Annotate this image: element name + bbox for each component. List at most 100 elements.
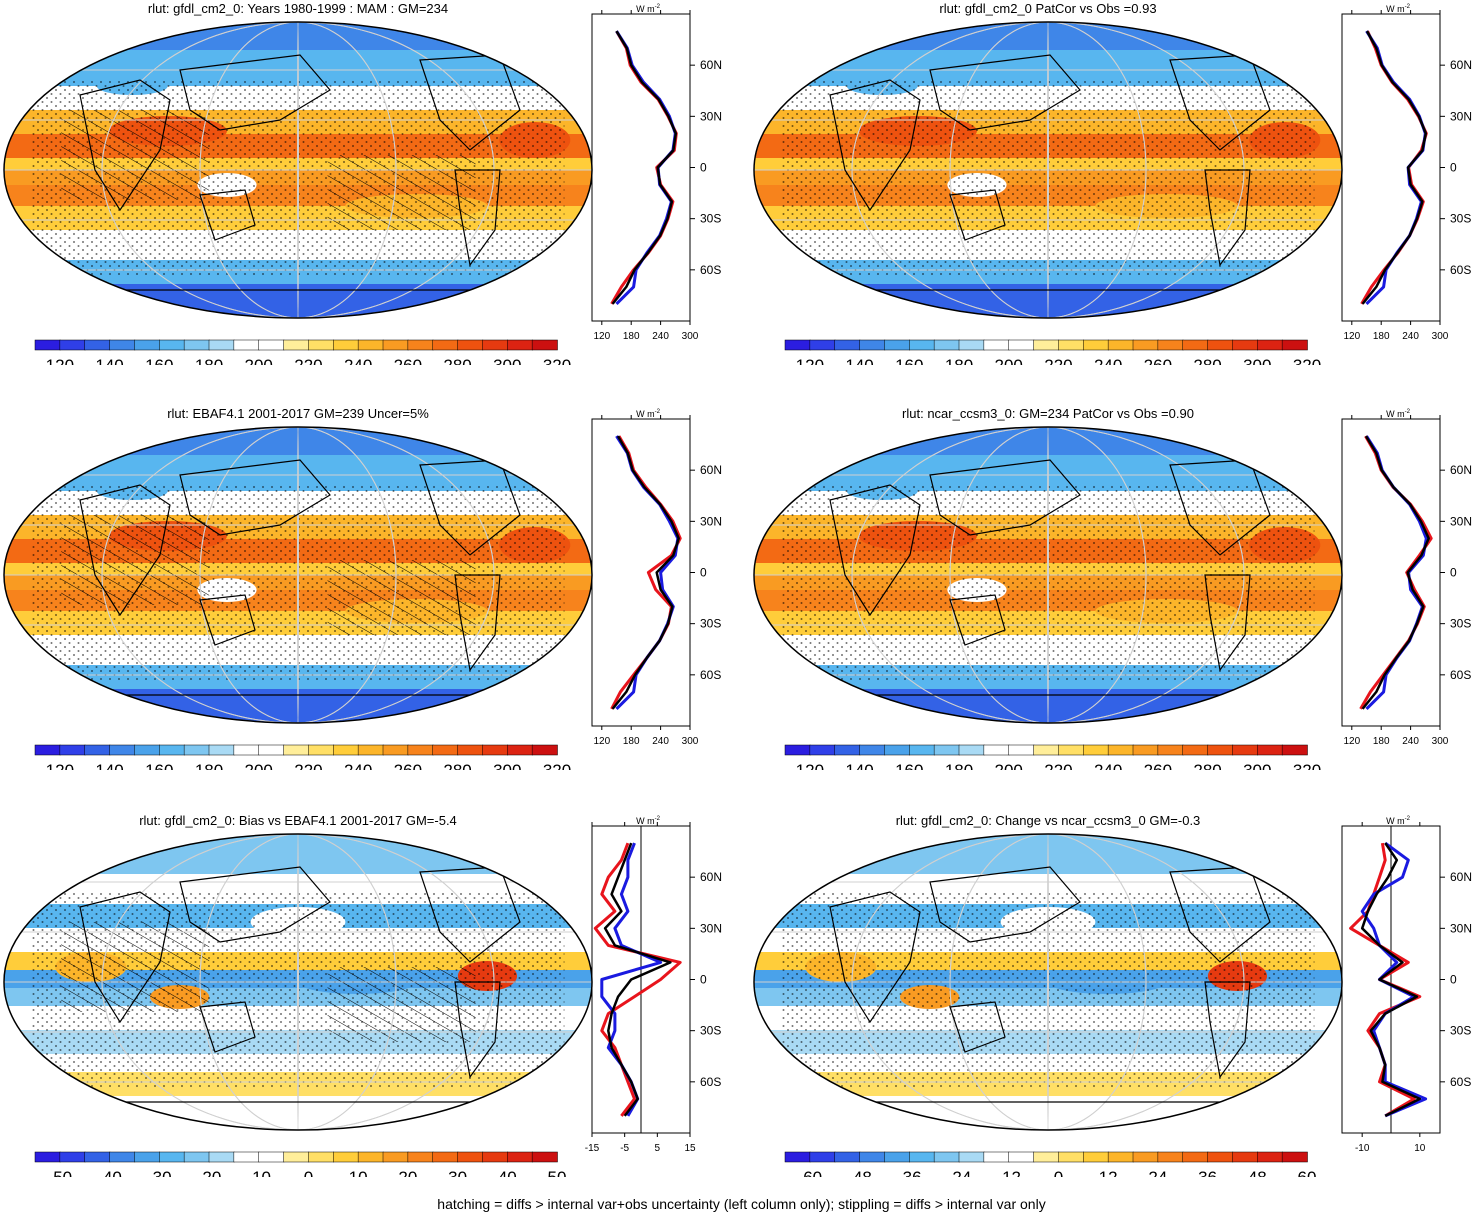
colorbar-swatch xyxy=(283,339,310,351)
colorbar-swatch xyxy=(333,339,359,351)
colorbar-swatch xyxy=(784,1151,811,1163)
colorbar-label: 320 xyxy=(1293,356,1321,365)
colorbar-swatch xyxy=(208,1151,235,1163)
colorbar-label: 120 xyxy=(796,356,824,365)
colorbar-label: 220 xyxy=(1044,356,1072,365)
colorbar-swatch xyxy=(1182,339,1209,351)
colorbar-label: -10 xyxy=(246,1168,271,1177)
coastline xyxy=(199,1001,256,1053)
hatching xyxy=(327,967,476,1042)
colorbar-label: 280 xyxy=(443,761,471,770)
colorbar-swatch xyxy=(1107,1151,1134,1163)
colorbar-swatch xyxy=(109,744,136,756)
colorbar-swatch xyxy=(909,744,935,756)
colorbar-swatch xyxy=(34,1151,61,1163)
map-field xyxy=(4,22,592,318)
colorbar-swatch xyxy=(208,744,235,756)
hatching xyxy=(327,560,476,635)
colorbar-label: 30 xyxy=(448,1168,467,1177)
colorbar-swatch xyxy=(1107,339,1134,351)
colorbar-swatch xyxy=(1182,1151,1209,1163)
colorbar-label: 320 xyxy=(1293,761,1321,770)
mean-line xyxy=(1361,30,1428,305)
colorbar-swatch xyxy=(958,1151,985,1163)
colorbar-label: 24 xyxy=(1148,1168,1167,1177)
colorbar-swatch xyxy=(983,1151,1010,1163)
zonal-profile: 60N 30N 0 30S 60S 120 180 240 300 W m-2 xyxy=(1341,4,1472,342)
panel-5: rlut: gfdl_cm2_0: Bias vs EBAF4.1 2001-2… xyxy=(0,812,740,1212)
colorbar-swatch xyxy=(884,744,911,756)
colorbar-swatch xyxy=(1083,744,1109,756)
colorbar-swatch xyxy=(933,339,960,351)
colorbar-swatch xyxy=(283,1151,310,1163)
colorbar-swatch xyxy=(1257,339,1283,351)
colorbar-swatch xyxy=(884,339,911,351)
colorbar-swatch xyxy=(258,1151,285,1163)
colorbar-label: 240 xyxy=(344,761,372,770)
colorbar-label: 260 xyxy=(394,356,422,365)
x-tick-label: 240 xyxy=(1402,331,1419,342)
colorbar-swatch xyxy=(784,744,811,756)
x-tick-label: 300 xyxy=(682,331,699,342)
coastline xyxy=(179,459,331,536)
x-tick-label: 300 xyxy=(1432,736,1449,747)
panel-svg: 120 140 160 180 200 220 240 260 280 300 320 60N 30N 0… xyxy=(3,4,722,365)
colorbar-label: -24 xyxy=(947,1168,972,1177)
colorbar-label: 160 xyxy=(145,761,173,770)
unit-label: W m-2 xyxy=(636,816,660,826)
colorbar-swatch xyxy=(859,339,886,351)
colorbar-swatch xyxy=(1182,744,1209,756)
lat-tick-label: 30N xyxy=(1450,921,1472,935)
colorbar-swatch xyxy=(834,744,861,756)
lat-tick-label: 30S xyxy=(700,617,721,631)
colorbar-swatch xyxy=(909,339,935,351)
panel-4: rlut: ncar_ccsm3_0: GM=234 PatCor vs Obs… xyxy=(750,405,1483,805)
colorbar-label: -48 xyxy=(847,1168,872,1177)
colorbar-swatch xyxy=(109,339,136,351)
colorbar-swatch xyxy=(983,744,1010,756)
colorbar-label: 120 xyxy=(796,761,824,770)
lat-tick-label: 30N xyxy=(1450,109,1472,123)
lat-tick-label: 60S xyxy=(1450,668,1471,682)
panel-3: rlut: EBAF4.1 2001-2017 GM=239 Uncer=5% 1… xyxy=(0,405,740,805)
colorbar-label: 300 xyxy=(1243,356,1271,365)
colorbar-swatch xyxy=(84,1151,111,1163)
colorbar-label: 40 xyxy=(498,1168,517,1177)
panel-svg: -60 -48 -36 -24 -12 0 12 24 36 48 60 60N 30N 0 30S 60S -… xyxy=(753,816,1472,1177)
lat-tick-label: 30S xyxy=(700,1024,721,1038)
colorbar-label: -36 xyxy=(897,1168,922,1177)
x-tick-label: -15 xyxy=(585,1143,600,1154)
lat-tick-label: 30S xyxy=(1450,1024,1471,1038)
graticule-lon xyxy=(199,427,397,723)
coastline xyxy=(179,866,331,943)
panel-2: rlut: gfdl_cm2_0 PatCor vs Obs =0.931201… xyxy=(750,0,1483,400)
colorbar-label: 280 xyxy=(1193,761,1221,770)
colorbar-label: 36 xyxy=(1198,1168,1217,1177)
x-tick-label: -5 xyxy=(620,1143,629,1154)
colorbar-swatch xyxy=(357,339,384,351)
colorbar-label: 180 xyxy=(195,761,223,770)
model-line xyxy=(610,435,682,710)
colorbar-label: 48 xyxy=(1248,1168,1267,1177)
colorbar-swatch xyxy=(407,1151,434,1163)
graticule-lon xyxy=(1047,22,1049,318)
lat-tick-label: 60S xyxy=(700,668,721,682)
colorbar-swatch xyxy=(432,1151,459,1163)
colorbar-label: 320 xyxy=(543,761,571,770)
map-title: rlut: gfdl_cm2_0: Years 1980-1999 : MAM … xyxy=(147,1,449,16)
colorbar-swatch xyxy=(1107,744,1134,756)
colorbar-swatch xyxy=(507,744,533,756)
colorbar-swatch xyxy=(1207,1151,1234,1163)
lat-tick-label: 0 xyxy=(700,566,707,580)
colorbar-swatch xyxy=(859,744,886,756)
colorbar-label: 300 xyxy=(1243,761,1271,770)
colorbar-label: 140 xyxy=(845,761,873,770)
mean-line xyxy=(603,842,672,1117)
colorbar-swatch xyxy=(382,744,409,756)
colorbar-label: 160 xyxy=(895,761,923,770)
colorbar-swatch xyxy=(407,339,434,351)
colorbar-swatch xyxy=(1207,744,1234,756)
colorbar-label: 140 xyxy=(95,356,123,365)
obs-line xyxy=(1365,30,1427,305)
map-title: rlut: EBAF4.1 2001-2017 GM=239 Uncer=5% xyxy=(167,406,429,421)
